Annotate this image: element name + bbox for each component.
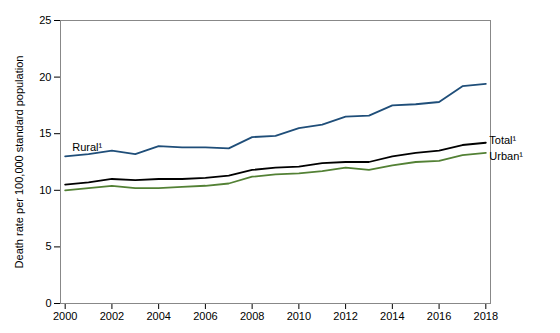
svg-text:10: 10 (39, 184, 51, 196)
svg-text:2016: 2016 (427, 310, 451, 322)
svg-text:Death rate per 100,000 standar: Death rate per 100,000 standard populati… (13, 56, 25, 269)
svg-text:0: 0 (45, 297, 51, 309)
svg-text:2004: 2004 (146, 310, 170, 322)
svg-text:15: 15 (39, 127, 51, 139)
svg-text:25: 25 (39, 14, 51, 26)
svg-text:2018: 2018 (474, 310, 498, 322)
svg-text:2010: 2010 (287, 310, 311, 322)
svg-text:Rural¹: Rural¹ (72, 141, 102, 153)
svg-text:Total¹: Total¹ (489, 134, 516, 146)
svg-text:Urban¹: Urban¹ (489, 150, 523, 162)
svg-text:2014: 2014 (380, 310, 404, 322)
svg-text:20: 20 (39, 71, 51, 83)
svg-text:2012: 2012 (333, 310, 357, 322)
svg-text:2000: 2000 (53, 310, 77, 322)
svg-text:2002: 2002 (100, 310, 124, 322)
svg-text:2006: 2006 (193, 310, 217, 322)
svg-text:2008: 2008 (240, 310, 264, 322)
svg-text:5: 5 (45, 240, 51, 252)
